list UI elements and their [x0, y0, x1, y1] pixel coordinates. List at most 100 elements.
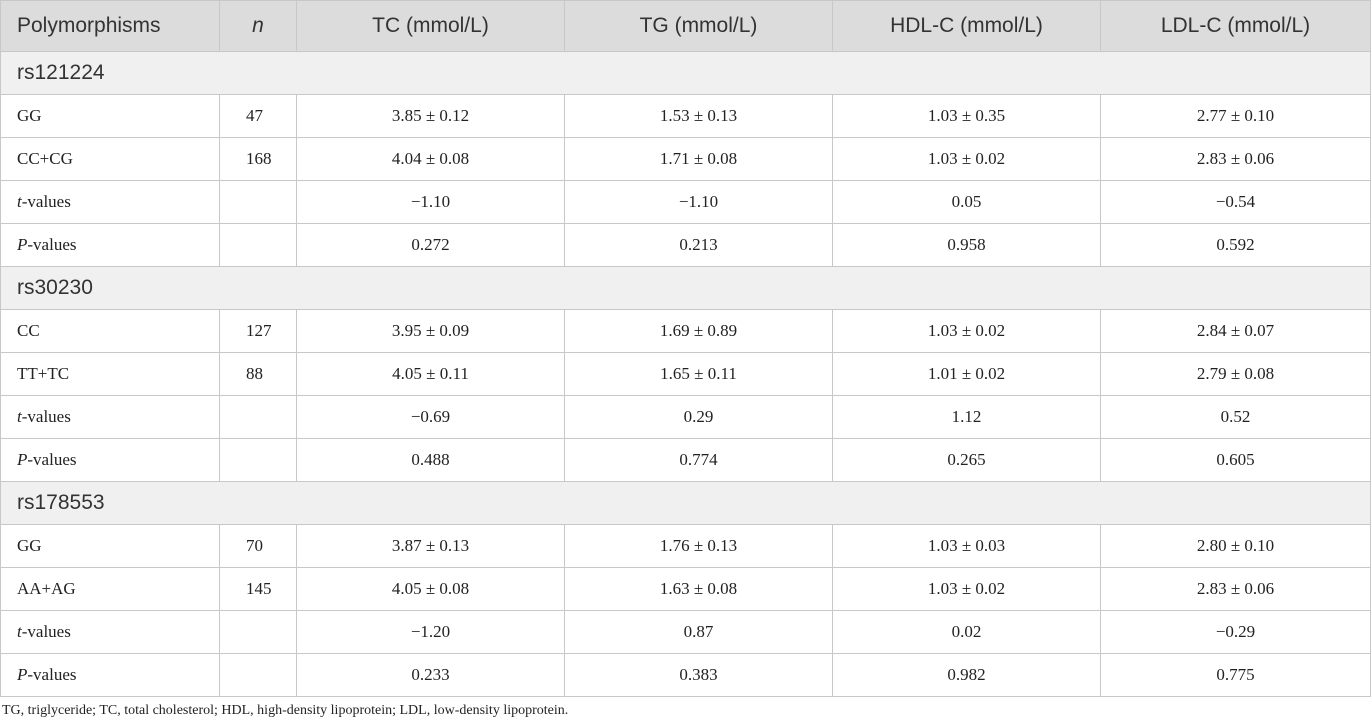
cell-ldl: 0.775 — [1100, 653, 1371, 697]
cell-tc: −1.20 — [296, 610, 565, 654]
lipid-polymorphism-table: Polymorphisms n TC (mmol/L) TG (mmol/L) … — [0, 0, 1371, 697]
row-label: P-values — [0, 223, 220, 267]
cell-ldl: 2.77 ± 0.10 — [1100, 94, 1371, 138]
row-label-italic: t — [17, 622, 22, 641]
cell-tc: 3.95 ± 0.09 — [296, 309, 565, 353]
row-label-italic: P — [17, 235, 28, 254]
row-label-rest: -values — [21, 622, 71, 641]
group-name: rs30230 — [0, 266, 1371, 310]
cell-n: 88 — [219, 352, 297, 396]
row-label: CC — [0, 309, 220, 353]
cell-ldl: 0.592 — [1100, 223, 1371, 267]
cell-tg: 1.65 ± 0.11 — [564, 352, 833, 396]
row-label-italic: t — [17, 192, 22, 211]
header-ldl: LDL-C (mmol/L) — [1100, 0, 1371, 52]
table-row: GG 70 3.87 ± 0.13 1.76 ± 0.13 1.03 ± 0.03 2.8… — [0, 524, 1371, 568]
cell-tg: 0.774 — [564, 438, 833, 482]
row-label-italic: P — [17, 665, 28, 684]
cell-ldl: 2.83 ± 0.06 — [1100, 137, 1371, 181]
header-n: n — [219, 0, 297, 52]
row-label-rest: -values — [21, 407, 71, 426]
cell-hdl: 0.05 — [832, 180, 1101, 224]
row-label-italic: P — [17, 450, 28, 469]
cell-hdl: 1.03 ± 0.35 — [832, 94, 1101, 138]
row-label: TT+TC — [0, 352, 220, 396]
cell-hdl: 1.03 ± 0.02 — [832, 567, 1101, 611]
cell-hdl: 0.02 — [832, 610, 1101, 654]
table-row: P-values 0.233 0.383 0.982 0.775 — [0, 653, 1371, 697]
cell-tc: 4.05 ± 0.08 — [296, 567, 565, 611]
cell-ldl: 2.84 ± 0.07 — [1100, 309, 1371, 353]
header-tg: TG (mmol/L) — [564, 0, 833, 52]
row-label: P-values — [0, 653, 220, 697]
cell-n — [219, 180, 297, 224]
cell-hdl: 0.982 — [832, 653, 1101, 697]
cell-ldl: −0.54 — [1100, 180, 1371, 224]
cell-tg: 0.213 — [564, 223, 833, 267]
row-label-rest: -values — [27, 450, 77, 469]
cell-hdl: 1.12 — [832, 395, 1101, 439]
table-row: t-values −1.10 −1.10 0.05 −0.54 — [0, 180, 1371, 224]
cell-ldl: 2.80 ± 0.10 — [1100, 524, 1371, 568]
cell-tc: 3.85 ± 0.12 — [296, 94, 565, 138]
cell-tc: 3.87 ± 0.13 — [296, 524, 565, 568]
row-label-italic: t — [17, 407, 22, 426]
cell-hdl: 1.03 ± 0.02 — [832, 137, 1101, 181]
cell-tc: 0.272 — [296, 223, 565, 267]
group-header-row: rs178553 — [0, 481, 1371, 525]
cell-tc: −0.69 — [296, 395, 565, 439]
header-hdl: HDL-C (mmol/L) — [832, 0, 1101, 52]
table-row: t-values −1.20 0.87 0.02 −0.29 — [0, 610, 1371, 654]
table-row: CC+CG 168 4.04 ± 0.08 1.71 ± 0.08 1.03 ± 0.0… — [0, 137, 1371, 181]
row-label: t-values — [0, 180, 220, 224]
table-row: TT+TC 88 4.05 ± 0.11 1.65 ± 0.11 1.01 ± 0.02… — [0, 352, 1371, 396]
row-label: CC+CG — [0, 137, 220, 181]
row-label: AA+AG — [0, 567, 220, 611]
table-row: AA+AG 145 4.05 ± 0.08 1.63 ± 0.08 1.03 ± 0.0… — [0, 567, 1371, 611]
cell-tg: 1.63 ± 0.08 — [564, 567, 833, 611]
cell-n: 70 — [219, 524, 297, 568]
cell-n: 168 — [219, 137, 297, 181]
cell-tc: −1.10 — [296, 180, 565, 224]
cell-hdl: 0.958 — [832, 223, 1101, 267]
cell-tg: −1.10 — [564, 180, 833, 224]
table-row: P-values 0.488 0.774 0.265 0.605 — [0, 438, 1371, 482]
header-tc: TC (mmol/L) — [296, 0, 565, 52]
cell-n: 127 — [219, 309, 297, 353]
cell-tg: 1.69 ± 0.89 — [564, 309, 833, 353]
table-row: CC 127 3.95 ± 0.09 1.69 ± 0.89 1.03 ± 0.02 2.… — [0, 309, 1371, 353]
cell-hdl: 1.03 ± 0.03 — [832, 524, 1101, 568]
cell-tg: 0.87 — [564, 610, 833, 654]
cell-n: 47 — [219, 94, 297, 138]
group-header-row: rs30230 — [0, 266, 1371, 310]
group-name: rs178553 — [0, 481, 1371, 525]
table-row: P-values 0.272 0.213 0.958 0.592 — [0, 223, 1371, 267]
cell-hdl: 1.03 ± 0.02 — [832, 309, 1101, 353]
cell-n — [219, 223, 297, 267]
cell-tc: 0.233 — [296, 653, 565, 697]
table-header-row: Polymorphisms n TC (mmol/L) TG (mmol/L) … — [0, 0, 1371, 52]
row-label-rest: -values — [27, 235, 77, 254]
table-body: rs121224 GG 47 3.85 ± 0.12 1.53 ± 0.13 1.03 ±… — [0, 51, 1371, 697]
table-row: t-values −0.69 0.29 1.12 0.52 — [0, 395, 1371, 439]
cell-ldl: −0.29 — [1100, 610, 1371, 654]
cell-n — [219, 653, 297, 697]
cell-tc: 4.04 ± 0.08 — [296, 137, 565, 181]
cell-ldl: 2.79 ± 0.08 — [1100, 352, 1371, 396]
table-footnote: TG, triglyceride; TC, total cholesterol;… — [2, 703, 569, 718]
cell-tg: 1.71 ± 0.08 — [564, 137, 833, 181]
cell-n — [219, 610, 297, 654]
row-label-rest: -values — [21, 192, 71, 211]
cell-hdl: 1.01 ± 0.02 — [832, 352, 1101, 396]
cell-ldl: 0.605 — [1100, 438, 1371, 482]
cell-tg: 1.53 ± 0.13 — [564, 94, 833, 138]
cell-tg: 0.383 — [564, 653, 833, 697]
cell-n — [219, 395, 297, 439]
cell-hdl: 0.265 — [832, 438, 1101, 482]
row-label: GG — [0, 524, 220, 568]
cell-tc: 0.488 — [296, 438, 565, 482]
group-header-row: rs121224 — [0, 51, 1371, 95]
cell-tg: 0.29 — [564, 395, 833, 439]
row-label: t-values — [0, 610, 220, 654]
row-label: GG — [0, 94, 220, 138]
